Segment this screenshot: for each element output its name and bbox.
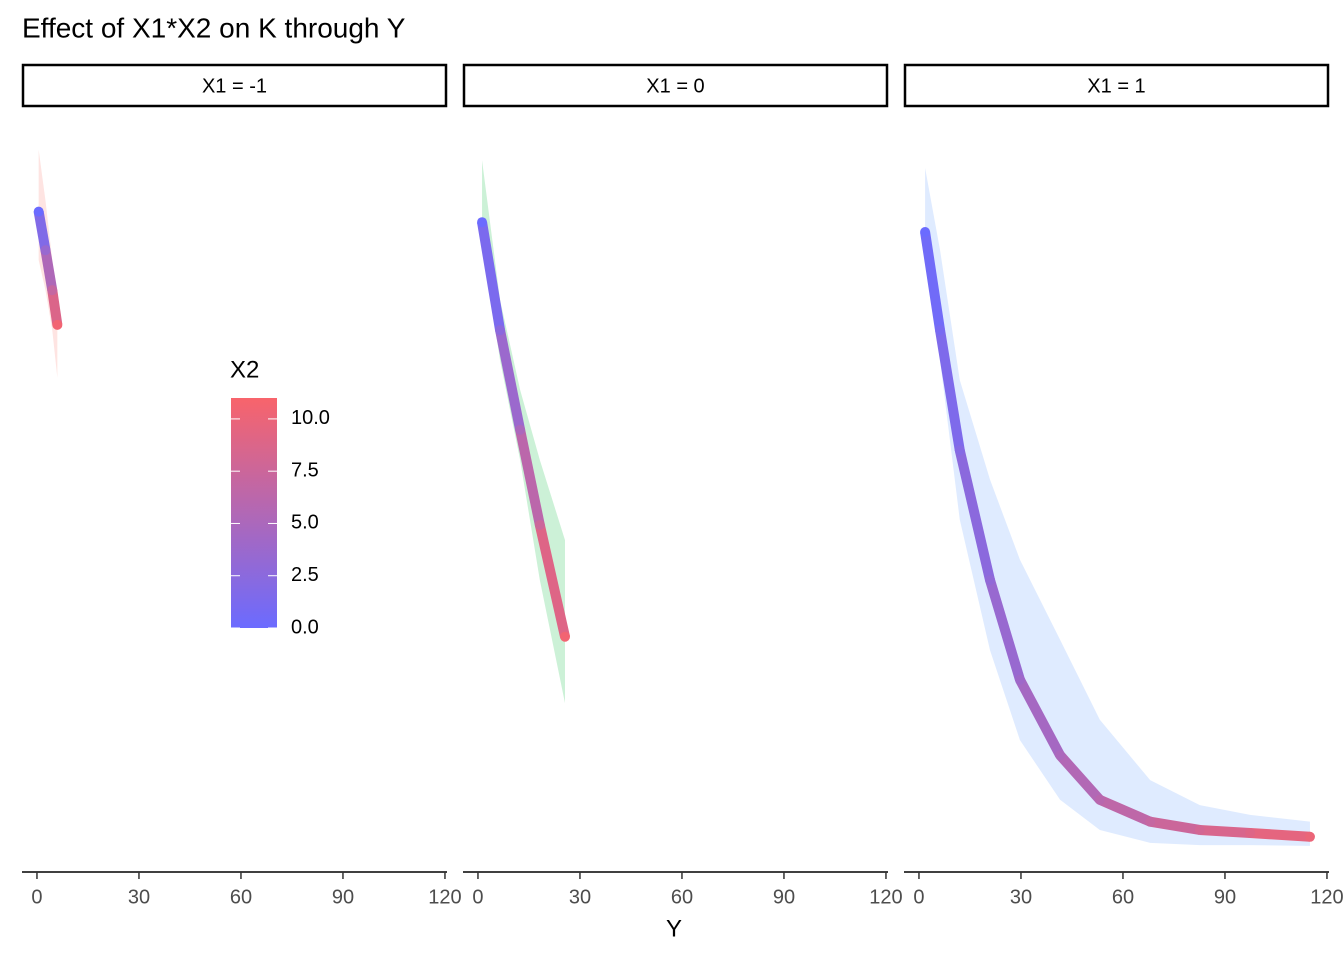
line-point — [1194, 824, 1205, 835]
line-point — [33, 206, 44, 217]
ribbon — [925, 167, 1310, 846]
line-point — [1014, 674, 1025, 685]
line-segment — [534, 523, 570, 638]
line-point — [40, 245, 51, 256]
x-tick-label: 30 — [128, 886, 150, 908]
x-axis-title: Y — [666, 915, 682, 942]
strip-label: X1 = 0 — [646, 75, 704, 97]
line-segment — [985, 578, 1025, 682]
line-segment — [1056, 751, 1104, 804]
strip — [903, 63, 1330, 108]
x-tick-label: 120 — [869, 886, 902, 908]
line-point — [954, 445, 965, 456]
line-point — [1094, 794, 1105, 805]
strip — [462, 63, 889, 108]
colorbar — [231, 398, 277, 628]
line-segment — [1199, 824, 1251, 838]
line-segment — [515, 428, 545, 526]
line-segment — [33, 210, 51, 252]
line-segment — [1097, 795, 1153, 827]
legend-tick-label: 5.0 — [291, 512, 319, 534]
strip — [21, 63, 448, 108]
x-tick-label: 0 — [913, 886, 924, 908]
x-tick-label: 120 — [1310, 886, 1343, 908]
line-segment — [954, 449, 995, 582]
line-segment — [495, 329, 526, 431]
x-tick-label: 30 — [1010, 886, 1032, 908]
x-tick-label: 90 — [1214, 886, 1236, 908]
line-segment — [935, 329, 965, 452]
legend-tick-label: 2.5 — [291, 564, 319, 586]
chart-title: Effect of X1*X2 on K through Y — [22, 12, 406, 43]
line-segment — [1015, 677, 1065, 758]
line-point — [52, 319, 63, 330]
x-tick-label: 90 — [773, 886, 795, 908]
line-segment — [40, 249, 58, 291]
line-point — [1304, 831, 1315, 842]
strip-label: X1 = 1 — [1087, 75, 1145, 97]
line-point — [47, 285, 58, 296]
line-point — [920, 227, 931, 238]
line-segment — [1249, 828, 1311, 842]
line-point — [560, 631, 570, 642]
x-tick-label: 0 — [472, 886, 483, 908]
line-point — [1145, 816, 1156, 827]
legend-tick-label: 7.5 — [291, 459, 319, 481]
line-segment — [920, 231, 945, 331]
line-segment — [47, 289, 63, 326]
line-point — [935, 325, 946, 336]
line-segment — [477, 221, 505, 331]
line-point — [495, 325, 506, 336]
line-point — [1055, 750, 1066, 761]
line-point — [515, 424, 526, 435]
x-tick-label: 60 — [671, 886, 693, 908]
line-point — [477, 217, 488, 228]
line-point — [1245, 828, 1256, 839]
x-tick-label: 0 — [31, 886, 42, 908]
x-tick-label: 30 — [569, 886, 591, 908]
legend-tick-label: 0.0 — [291, 616, 319, 638]
line-point — [985, 575, 996, 586]
x-tick-label: 60 — [230, 886, 252, 908]
x-tick-label: 90 — [332, 886, 354, 908]
x-tick-label: 120 — [428, 886, 461, 908]
legend-title: X2 — [230, 356, 259, 383]
line-segment — [1149, 816, 1201, 835]
legend-tick-label: 10.0 — [291, 407, 330, 429]
x-tick-label: 60 — [1112, 886, 1134, 908]
line-point — [534, 519, 545, 530]
strip-label: X1 = -1 — [202, 75, 267, 97]
